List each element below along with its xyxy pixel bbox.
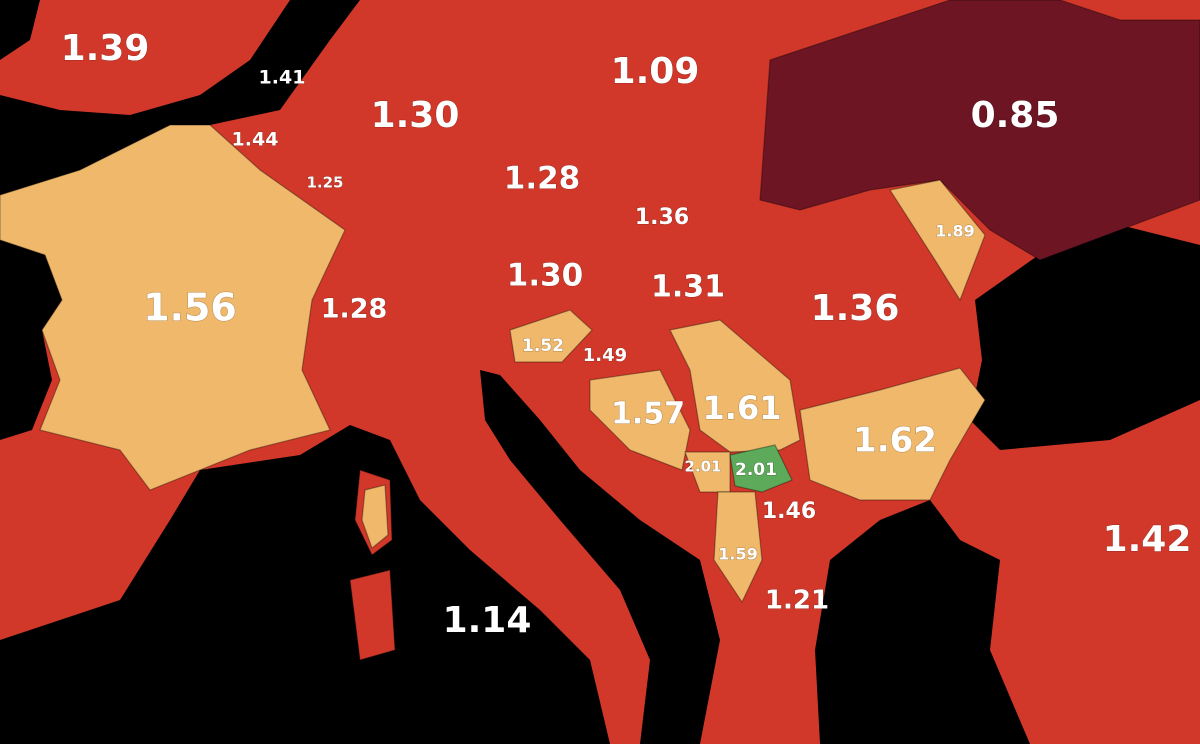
region-value: 1.09 bbox=[611, 51, 700, 92]
value-labels: 1.39 1.41 1.30 1.44 1.25 1.09 0.85 1.28 1.36 1.89… bbox=[60, 28, 1192, 642]
region-value: 1.41 bbox=[259, 67, 306, 89]
region-value: 1.21 bbox=[765, 586, 829, 616]
region-value: 1.56 bbox=[143, 286, 237, 330]
region-value: 1.42 bbox=[1103, 519, 1192, 560]
region-value: 1.52 bbox=[522, 336, 564, 356]
region-value: 1.36 bbox=[811, 288, 900, 329]
region-value: 1.49 bbox=[583, 345, 627, 366]
region-value: 1.14 bbox=[443, 600, 532, 641]
region-value: 1.44 bbox=[232, 129, 279, 151]
region-value: 1.89 bbox=[935, 222, 974, 241]
region-value: 1.57 bbox=[611, 397, 685, 432]
region-value: 1.30 bbox=[507, 258, 584, 294]
region-value: 1.31 bbox=[651, 270, 725, 305]
region-value: 1.46 bbox=[762, 499, 816, 524]
region-value: 1.36 bbox=[635, 205, 689, 230]
region-value: 1.25 bbox=[306, 174, 343, 192]
regions bbox=[0, 0, 1200, 661]
region-value: 1.30 bbox=[371, 95, 460, 136]
region-value: 1.61 bbox=[703, 389, 782, 427]
region-value: 2.01 bbox=[684, 458, 721, 476]
region-value: 1.28 bbox=[321, 294, 388, 325]
region-value: 2.01 bbox=[735, 460, 777, 480]
region-value: 1.28 bbox=[504, 161, 581, 197]
region-value: 0.85 bbox=[971, 95, 1060, 136]
region-value: 1.62 bbox=[853, 421, 937, 461]
region-value: 1.39 bbox=[61, 28, 150, 69]
region-value: 1.59 bbox=[718, 545, 757, 564]
